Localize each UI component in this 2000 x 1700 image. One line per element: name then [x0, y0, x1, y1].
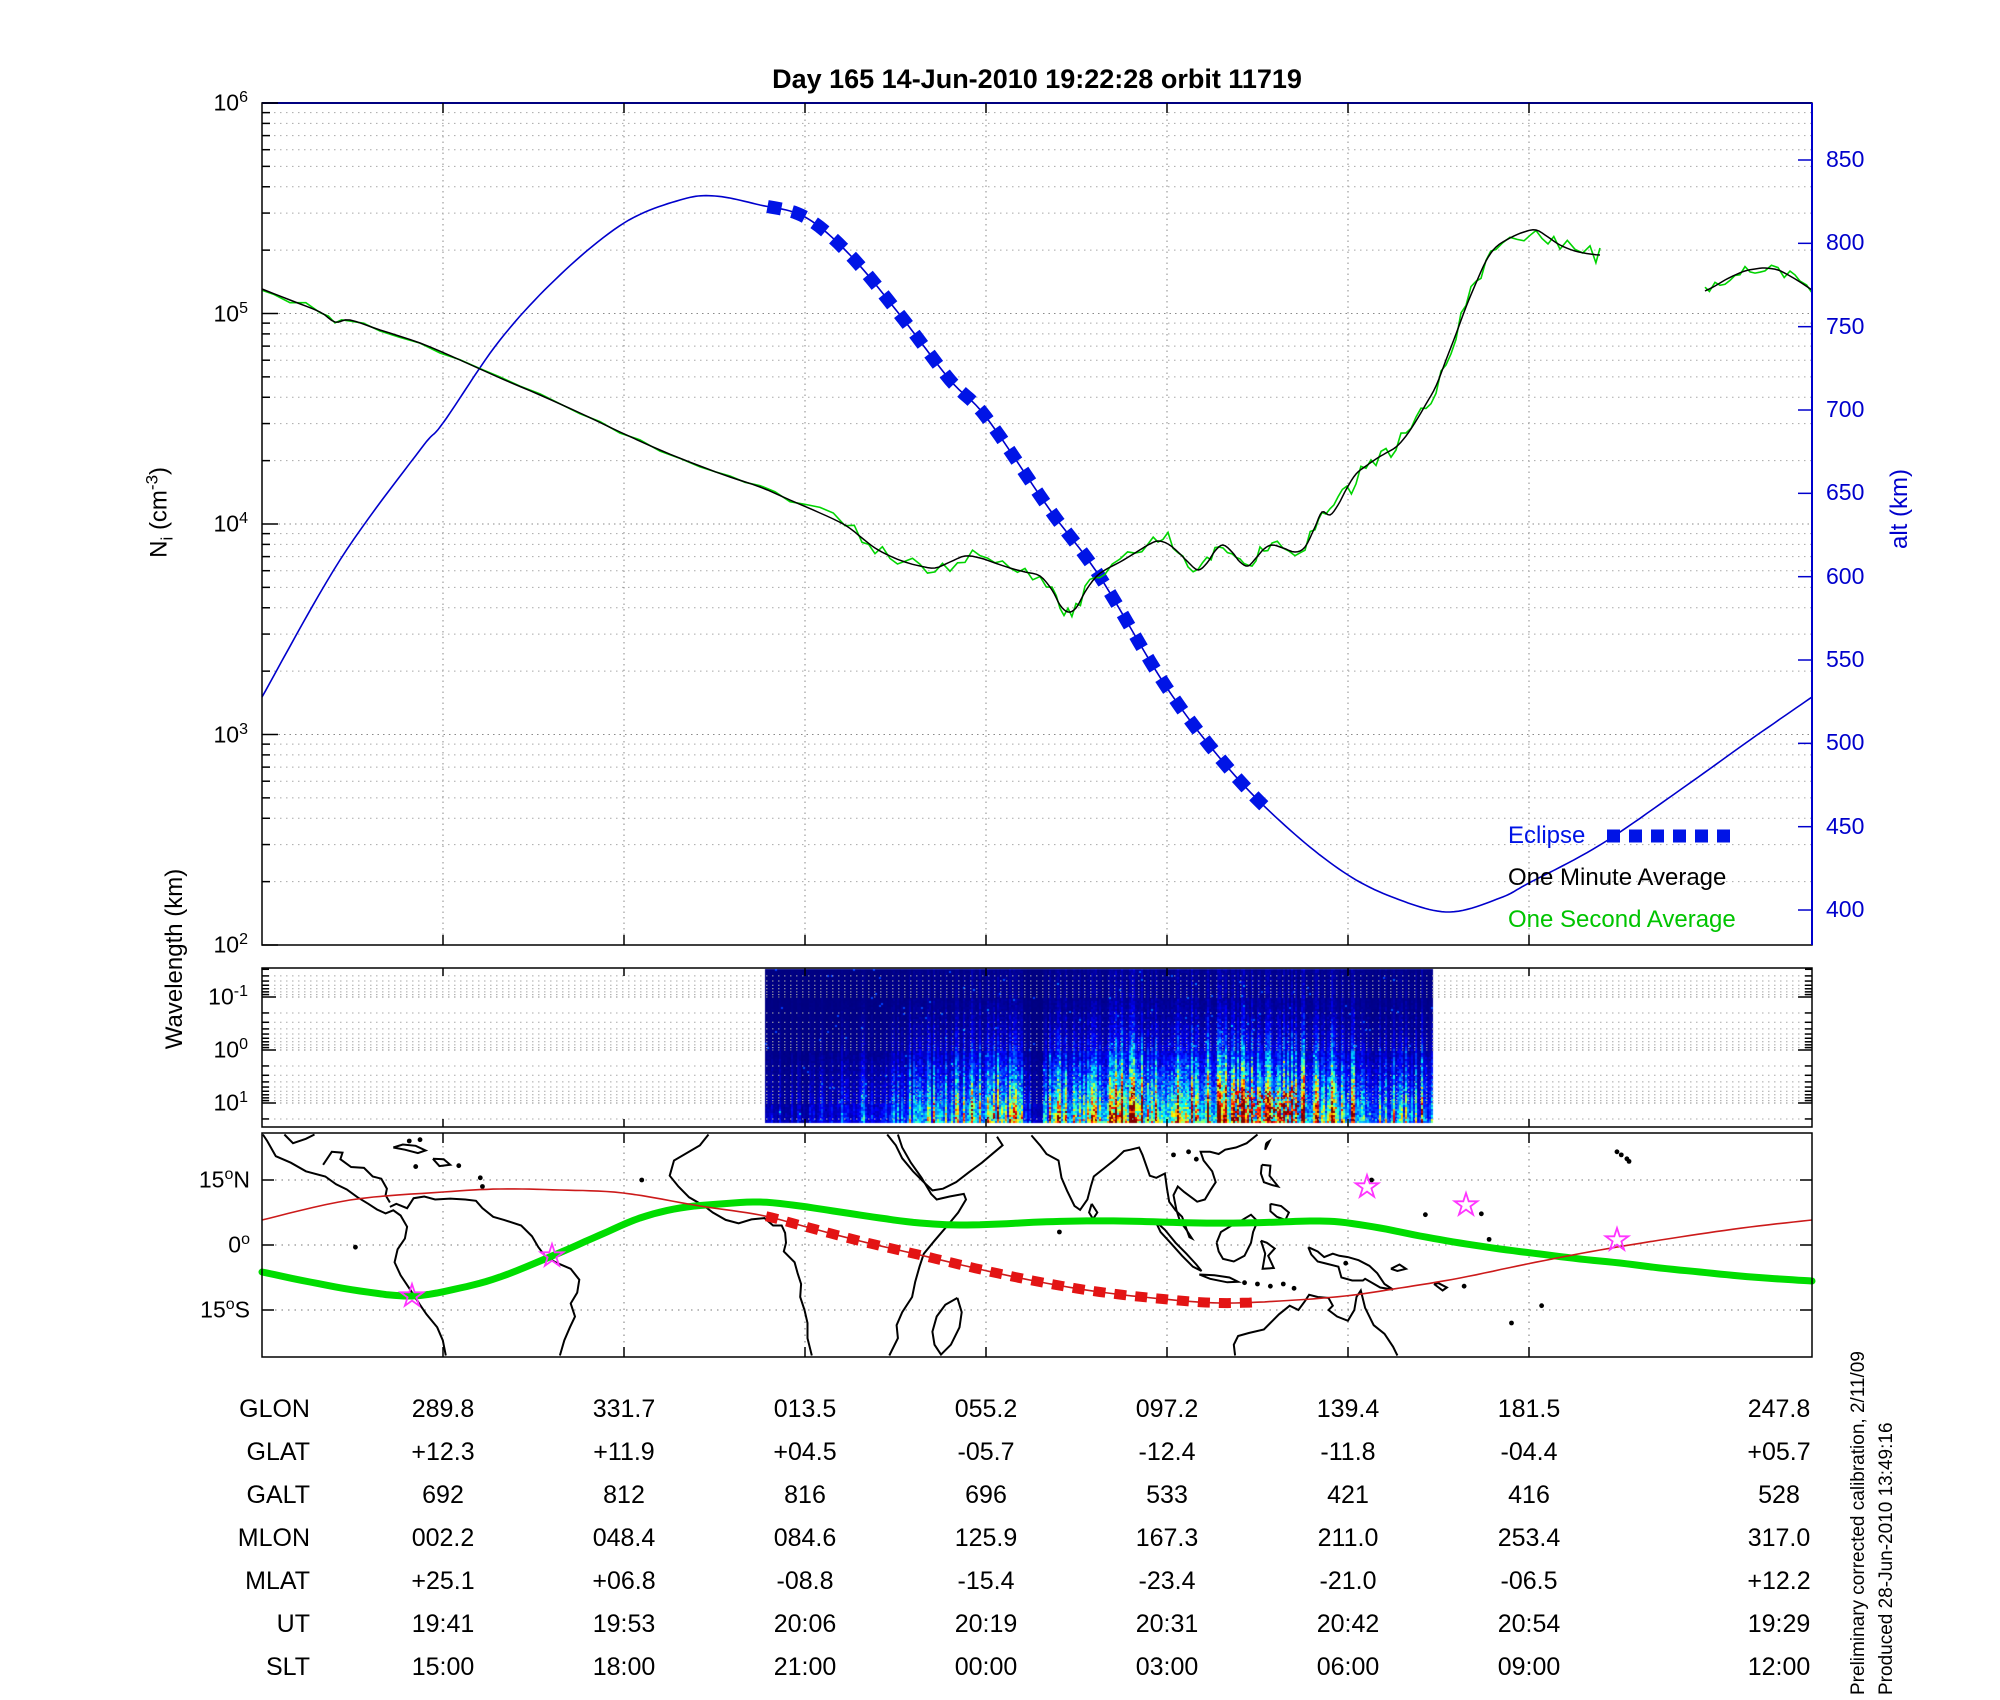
- table-cell-glat: -11.8: [1320, 1438, 1376, 1466]
- table-cell-galt: 528: [1758, 1481, 1800, 1509]
- table-cell-ut: 20:19: [954, 1610, 1018, 1638]
- table-cell-slt: 06:00: [1316, 1653, 1380, 1681]
- table-cell-glon: 055.2: [954, 1395, 1018, 1423]
- alt-tick-label: 750: [1826, 312, 1865, 339]
- table-cell-galt: 416: [1508, 1481, 1550, 1509]
- table-cell-mlat: +06.8: [592, 1567, 656, 1595]
- table-cell-ut: 20:54: [1497, 1610, 1561, 1638]
- alt-tick-label: 700: [1826, 396, 1865, 422]
- table-cell-mlon: 084.6: [773, 1524, 837, 1552]
- table-cell-ut: 19:29: [1747, 1610, 1811, 1638]
- table-cell-glon: 139.4: [1316, 1395, 1380, 1423]
- table-row-label: GLAT: [246, 1438, 310, 1466]
- map-lat-label: 0o: [228, 1231, 250, 1258]
- legend-eclipse-label: Eclipse: [1508, 822, 1586, 849]
- ni-tick-label: 103: [213, 720, 249, 748]
- table-cell-mlon: 048.4: [592, 1524, 656, 1552]
- table-cell-mlon: 317.0: [1747, 1524, 1811, 1552]
- alt-tick-label: 450: [1826, 812, 1865, 839]
- side-note-produced: Produced 28-Jun-2010 13:49:16: [1876, 1422, 1897, 1695]
- table-row-label: SLT: [266, 1653, 310, 1681]
- table-cell-mlon: 253.4: [1497, 1524, 1561, 1552]
- table-cell-glon: 097.2: [1135, 1395, 1199, 1423]
- legend-one-minute-label: One Minute Average: [1508, 864, 1727, 891]
- table-cell-mlat: -08.8: [776, 1567, 834, 1595]
- ni-tick-label: 105: [213, 299, 249, 327]
- alt-tick-label: 650: [1826, 479, 1865, 506]
- table-cell-glat: -04.4: [1500, 1438, 1558, 1466]
- map-lat-label: 15oS: [200, 1296, 250, 1323]
- table-cell-mlon: 211.0: [1317, 1524, 1379, 1552]
- table-cell-slt: 15:00: [411, 1653, 475, 1681]
- table-cell-ut: 20:42: [1316, 1610, 1380, 1638]
- table-row-label: GALT: [246, 1481, 310, 1509]
- table-cell-ut: 20:06: [773, 1610, 837, 1638]
- table-cell-galt: 533: [1146, 1481, 1188, 1509]
- table-cell-mlat: -06.5: [1500, 1567, 1558, 1595]
- wavelength-tick-label: 10-1: [208, 983, 248, 1010]
- table-cell-mlat: -21.0: [1319, 1567, 1377, 1595]
- table-cell-glat: -05.7: [957, 1438, 1015, 1466]
- alt-tick-label: 850: [1826, 146, 1865, 172]
- table-cell-glon: 181.5: [1497, 1395, 1561, 1423]
- table-cell-glat: -12.4: [1138, 1438, 1196, 1466]
- table-row-label: GLON: [239, 1395, 310, 1423]
- alt-tick-label: 550: [1826, 646, 1865, 672]
- table-row-label: MLON: [237, 1524, 310, 1552]
- legend-one-second-label: One Second Average: [1508, 906, 1736, 933]
- table-cell-slt: 09:00: [1497, 1653, 1561, 1681]
- table-cell-galt: 692: [422, 1481, 464, 1509]
- wavelength-tick-label: 101: [213, 1089, 249, 1116]
- table-cell-slt: 18:00: [592, 1653, 656, 1681]
- table-row-label: MLAT: [245, 1567, 310, 1595]
- table-cell-slt: 21:00: [773, 1653, 837, 1681]
- table-cell-galt: 816: [784, 1481, 826, 1509]
- table-cell-glon: 013.5: [773, 1395, 837, 1423]
- table-cell-mlat: -15.4: [957, 1567, 1015, 1595]
- ni-tick-label: 102: [213, 931, 249, 958]
- table-cell-slt: 12:00: [1747, 1653, 1811, 1681]
- table-cell-glon: 289.8: [411, 1395, 475, 1423]
- table-cell-mlat: +12.2: [1747, 1567, 1811, 1595]
- table-cell-mlat: -23.4: [1138, 1567, 1196, 1595]
- table-cell-glon: 331.7: [592, 1395, 656, 1423]
- table-cell-mlon: 002.2: [411, 1524, 475, 1552]
- alt-tick-label: 800: [1826, 229, 1865, 256]
- table-cell-slt: 03:00: [1135, 1653, 1199, 1681]
- table-cell-ut: 19:41: [411, 1610, 475, 1638]
- page-title: Day 165 14-Jun-2010 19:22:28 orbit 11719: [772, 64, 1302, 94]
- table-cell-glon: 247.8: [1747, 1395, 1811, 1423]
- table-cell-glat: +05.7: [1747, 1438, 1811, 1466]
- table-cell-glat: +12.3: [411, 1438, 475, 1466]
- table-cell-slt: 00:00: [954, 1653, 1018, 1681]
- wavelength-tick-label: 100: [213, 1036, 249, 1063]
- table-cell-ut: 20:31: [1135, 1610, 1199, 1638]
- alt-tick-label: 500: [1826, 729, 1865, 756]
- table-cell-galt: 812: [603, 1481, 645, 1509]
- ni-tick-label: 104: [213, 510, 249, 537]
- table-row-label: UT: [276, 1610, 310, 1638]
- table-cell-glat: +04.5: [773, 1438, 837, 1466]
- table-cell-galt: 696: [965, 1481, 1007, 1509]
- map-lat-label: 15oN: [198, 1166, 250, 1193]
- alt-tick-label: 400: [1826, 896, 1865, 922]
- table-cell-galt: 421: [1327, 1481, 1369, 1509]
- ni-tick-label: 106: [213, 89, 249, 116]
- table-cell-mlon: 125.9: [954, 1524, 1018, 1552]
- table-cell-glat: +11.9: [593, 1438, 655, 1466]
- alt-tick-label: 600: [1826, 562, 1865, 589]
- table-cell-ut: 19:53: [592, 1610, 656, 1638]
- side-note-calibration: Preliminary corrected calibration, 2/11/…: [1848, 1351, 1869, 1695]
- table-cell-mlon: 167.3: [1135, 1524, 1199, 1552]
- table-cell-mlat: +25.1: [411, 1567, 475, 1595]
